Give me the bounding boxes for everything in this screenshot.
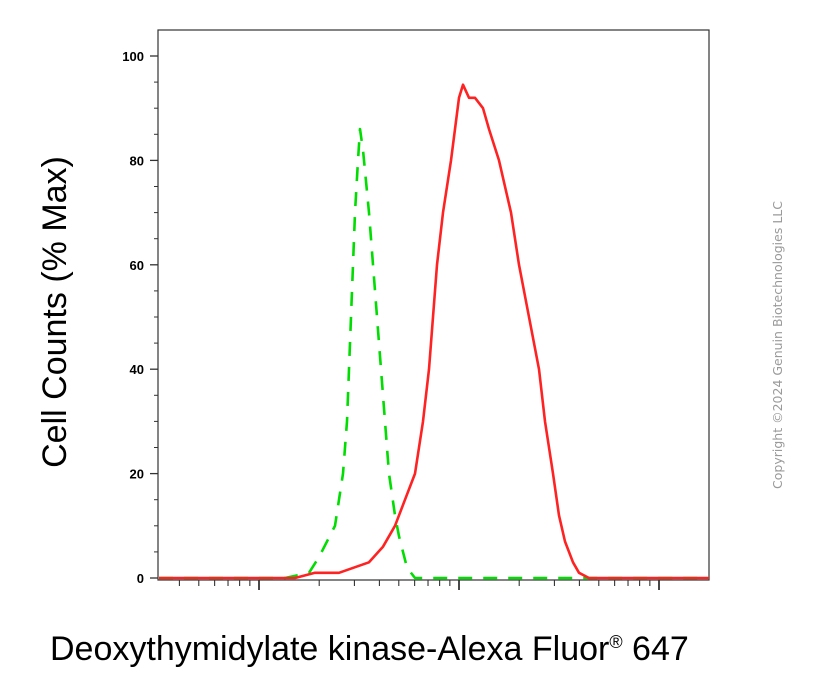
- control-histogram-line: [159, 127, 709, 580]
- y-tick-label: 0: [137, 571, 144, 586]
- y-tick-label: 20: [130, 467, 144, 482]
- x-axis-label-suffix: 647: [623, 630, 689, 668]
- plot-frame: [157, 29, 710, 581]
- x-axis: [178, 580, 660, 590]
- x-axis-label-registered: ®: [609, 632, 622, 652]
- y-axis: 0 20 40 60 80 100: [122, 49, 158, 586]
- stained-histogram-line: [159, 83, 709, 580]
- x-axis-label: Deoxythymidylate kinase-Alexa Fluor® 647: [50, 630, 689, 668]
- y-tick-label: 100: [122, 49, 144, 64]
- series-layer: [159, 83, 709, 580]
- y-tick-label: 60: [130, 258, 144, 273]
- x-axis-label-text: Deoxythymidylate kinase-Alexa Fluor: [50, 630, 609, 668]
- y-tick-label: 40: [130, 362, 144, 377]
- y-axis-label: Cell Counts (% Max): [36, 156, 74, 468]
- y-tick-label: 80: [130, 153, 144, 168]
- copyright-text: Copyright ©2024 Genuin Biotechnologies L…: [770, 201, 785, 489]
